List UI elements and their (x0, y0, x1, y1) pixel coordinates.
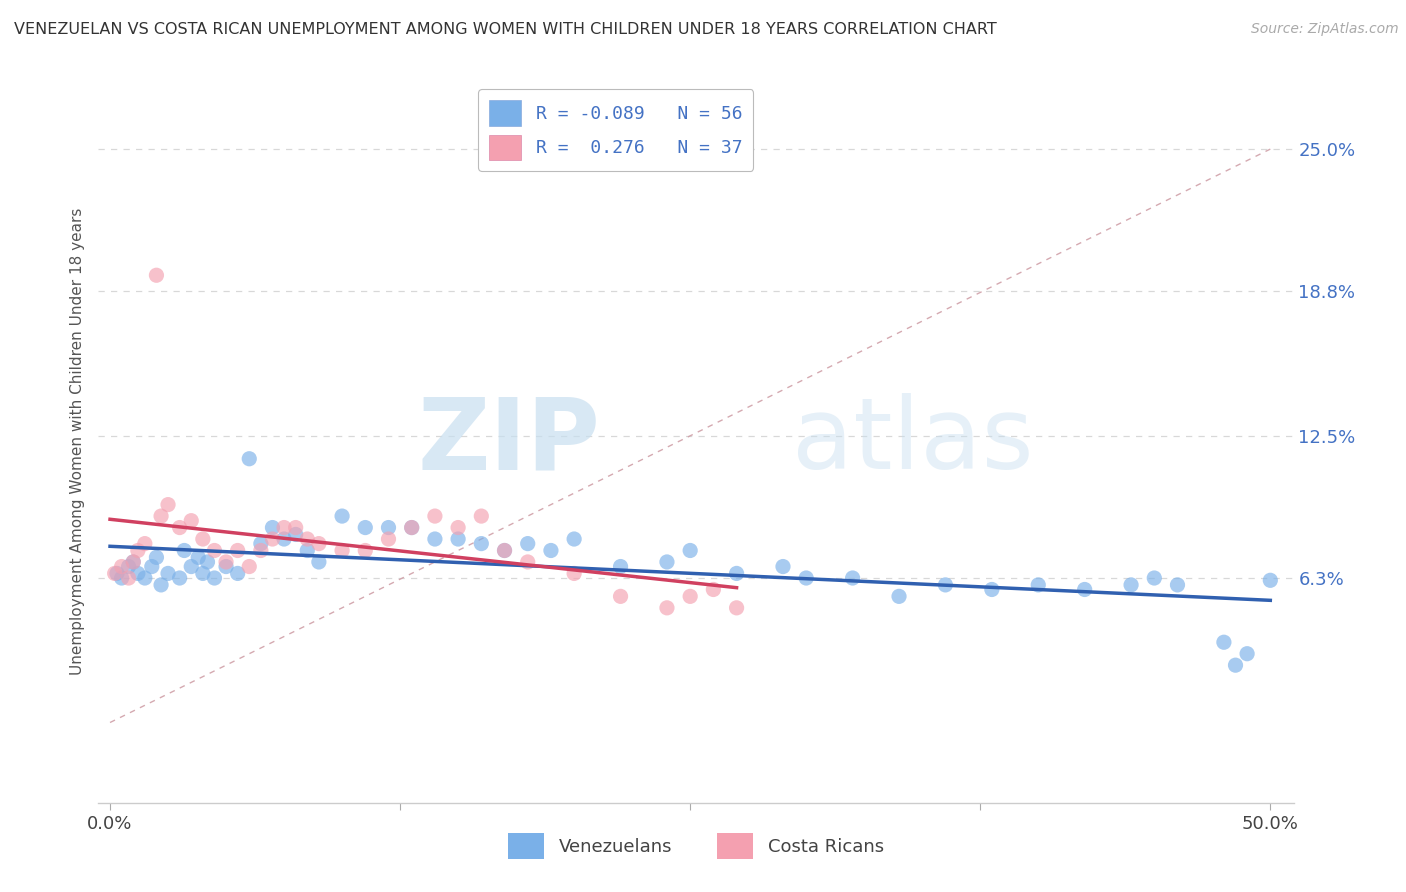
Point (725, 566, 748, 581)
Point (180, 514, 202, 528)
Point (354, 520, 377, 534)
Point (197, 555, 219, 569)
Point (470, 509, 492, 524)
Point (226, 566, 249, 581)
Point (377, 520, 399, 534)
Point (145, 550, 167, 565)
Point (330, 509, 353, 524)
Point (423, 509, 446, 524)
Point (145, 268, 167, 283)
Point (1258, 574, 1281, 588)
Point (423, 532, 446, 546)
Point (354, 543, 377, 558)
Point (401, 520, 423, 534)
Point (308, 536, 330, 550)
Point (841, 571, 863, 585)
Point (262, 532, 284, 546)
Point (238, 559, 260, 574)
Point (725, 600, 748, 615)
Point (226, 543, 249, 558)
Point (655, 555, 678, 569)
Point (772, 559, 794, 574)
Point (250, 543, 273, 558)
Point (447, 532, 470, 546)
Point (330, 543, 353, 558)
Point (1143, 571, 1166, 585)
Legend: Venezuelans, Costa Ricans: Venezuelans, Costa Ricans (501, 826, 891, 866)
Point (215, 559, 238, 574)
Y-axis label: Unemployment Among Women with Children Under 18 years: Unemployment Among Women with Children U… (69, 208, 84, 675)
Point (157, 498, 180, 512)
Point (104, 566, 127, 581)
Point (117, 559, 139, 574)
Point (1119, 578, 1142, 592)
Point (273, 532, 295, 546)
Point (401, 520, 423, 534)
Point (1225, 658, 1247, 673)
Point (157, 566, 180, 581)
Point (204, 571, 226, 585)
Point (980, 582, 1002, 597)
Point (262, 520, 284, 534)
Point (516, 536, 538, 550)
Point (562, 566, 585, 581)
Point (204, 543, 226, 558)
Point (250, 536, 273, 550)
Text: atlas: atlas (792, 393, 1033, 490)
Point (238, 451, 260, 466)
Point (169, 520, 191, 534)
Point (934, 578, 956, 592)
Point (377, 532, 399, 546)
Point (308, 555, 330, 569)
Point (655, 600, 678, 615)
Point (1073, 582, 1095, 597)
Point (111, 571, 134, 585)
Point (284, 527, 307, 541)
Point (273, 520, 295, 534)
Point (191, 566, 214, 581)
Point (562, 532, 585, 546)
Point (609, 590, 631, 604)
Point (540, 543, 562, 558)
Point (150, 578, 173, 592)
Point (679, 543, 702, 558)
Point (134, 571, 156, 585)
Point (1236, 647, 1258, 661)
Point (1026, 578, 1049, 592)
Point (297, 532, 319, 546)
Point (141, 559, 163, 574)
Point (111, 559, 134, 574)
Text: Source: ZipAtlas.com: Source: ZipAtlas.com (1251, 22, 1399, 37)
Point (516, 555, 538, 569)
Text: ZIP: ZIP (418, 393, 600, 490)
Point (122, 555, 145, 569)
Text: VENEZUELAN VS COSTA RICAN UNEMPLOYMENT AMONG WOMEN WITH CHILDREN UNDER 18 YEARS : VENEZUELAN VS COSTA RICAN UNEMPLOYMENT A… (14, 22, 997, 37)
Point (494, 543, 516, 558)
Point (887, 590, 910, 604)
Point (173, 543, 195, 558)
Point (297, 543, 319, 558)
Point (1166, 578, 1188, 592)
Point (702, 582, 724, 597)
Point (447, 520, 470, 534)
Point (122, 555, 145, 569)
Point (187, 550, 209, 565)
Point (150, 509, 173, 524)
Point (794, 571, 817, 585)
Point (1212, 635, 1234, 649)
Point (284, 520, 307, 534)
Point (215, 555, 238, 569)
Point (609, 559, 631, 574)
Point (191, 532, 214, 546)
Point (117, 571, 139, 585)
Point (134, 536, 156, 550)
Point (470, 536, 492, 550)
Point (127, 543, 149, 558)
Point (180, 559, 202, 574)
Point (679, 590, 702, 604)
Point (494, 543, 516, 558)
Point (169, 571, 191, 585)
Point (105, 566, 128, 581)
Point (127, 566, 149, 581)
